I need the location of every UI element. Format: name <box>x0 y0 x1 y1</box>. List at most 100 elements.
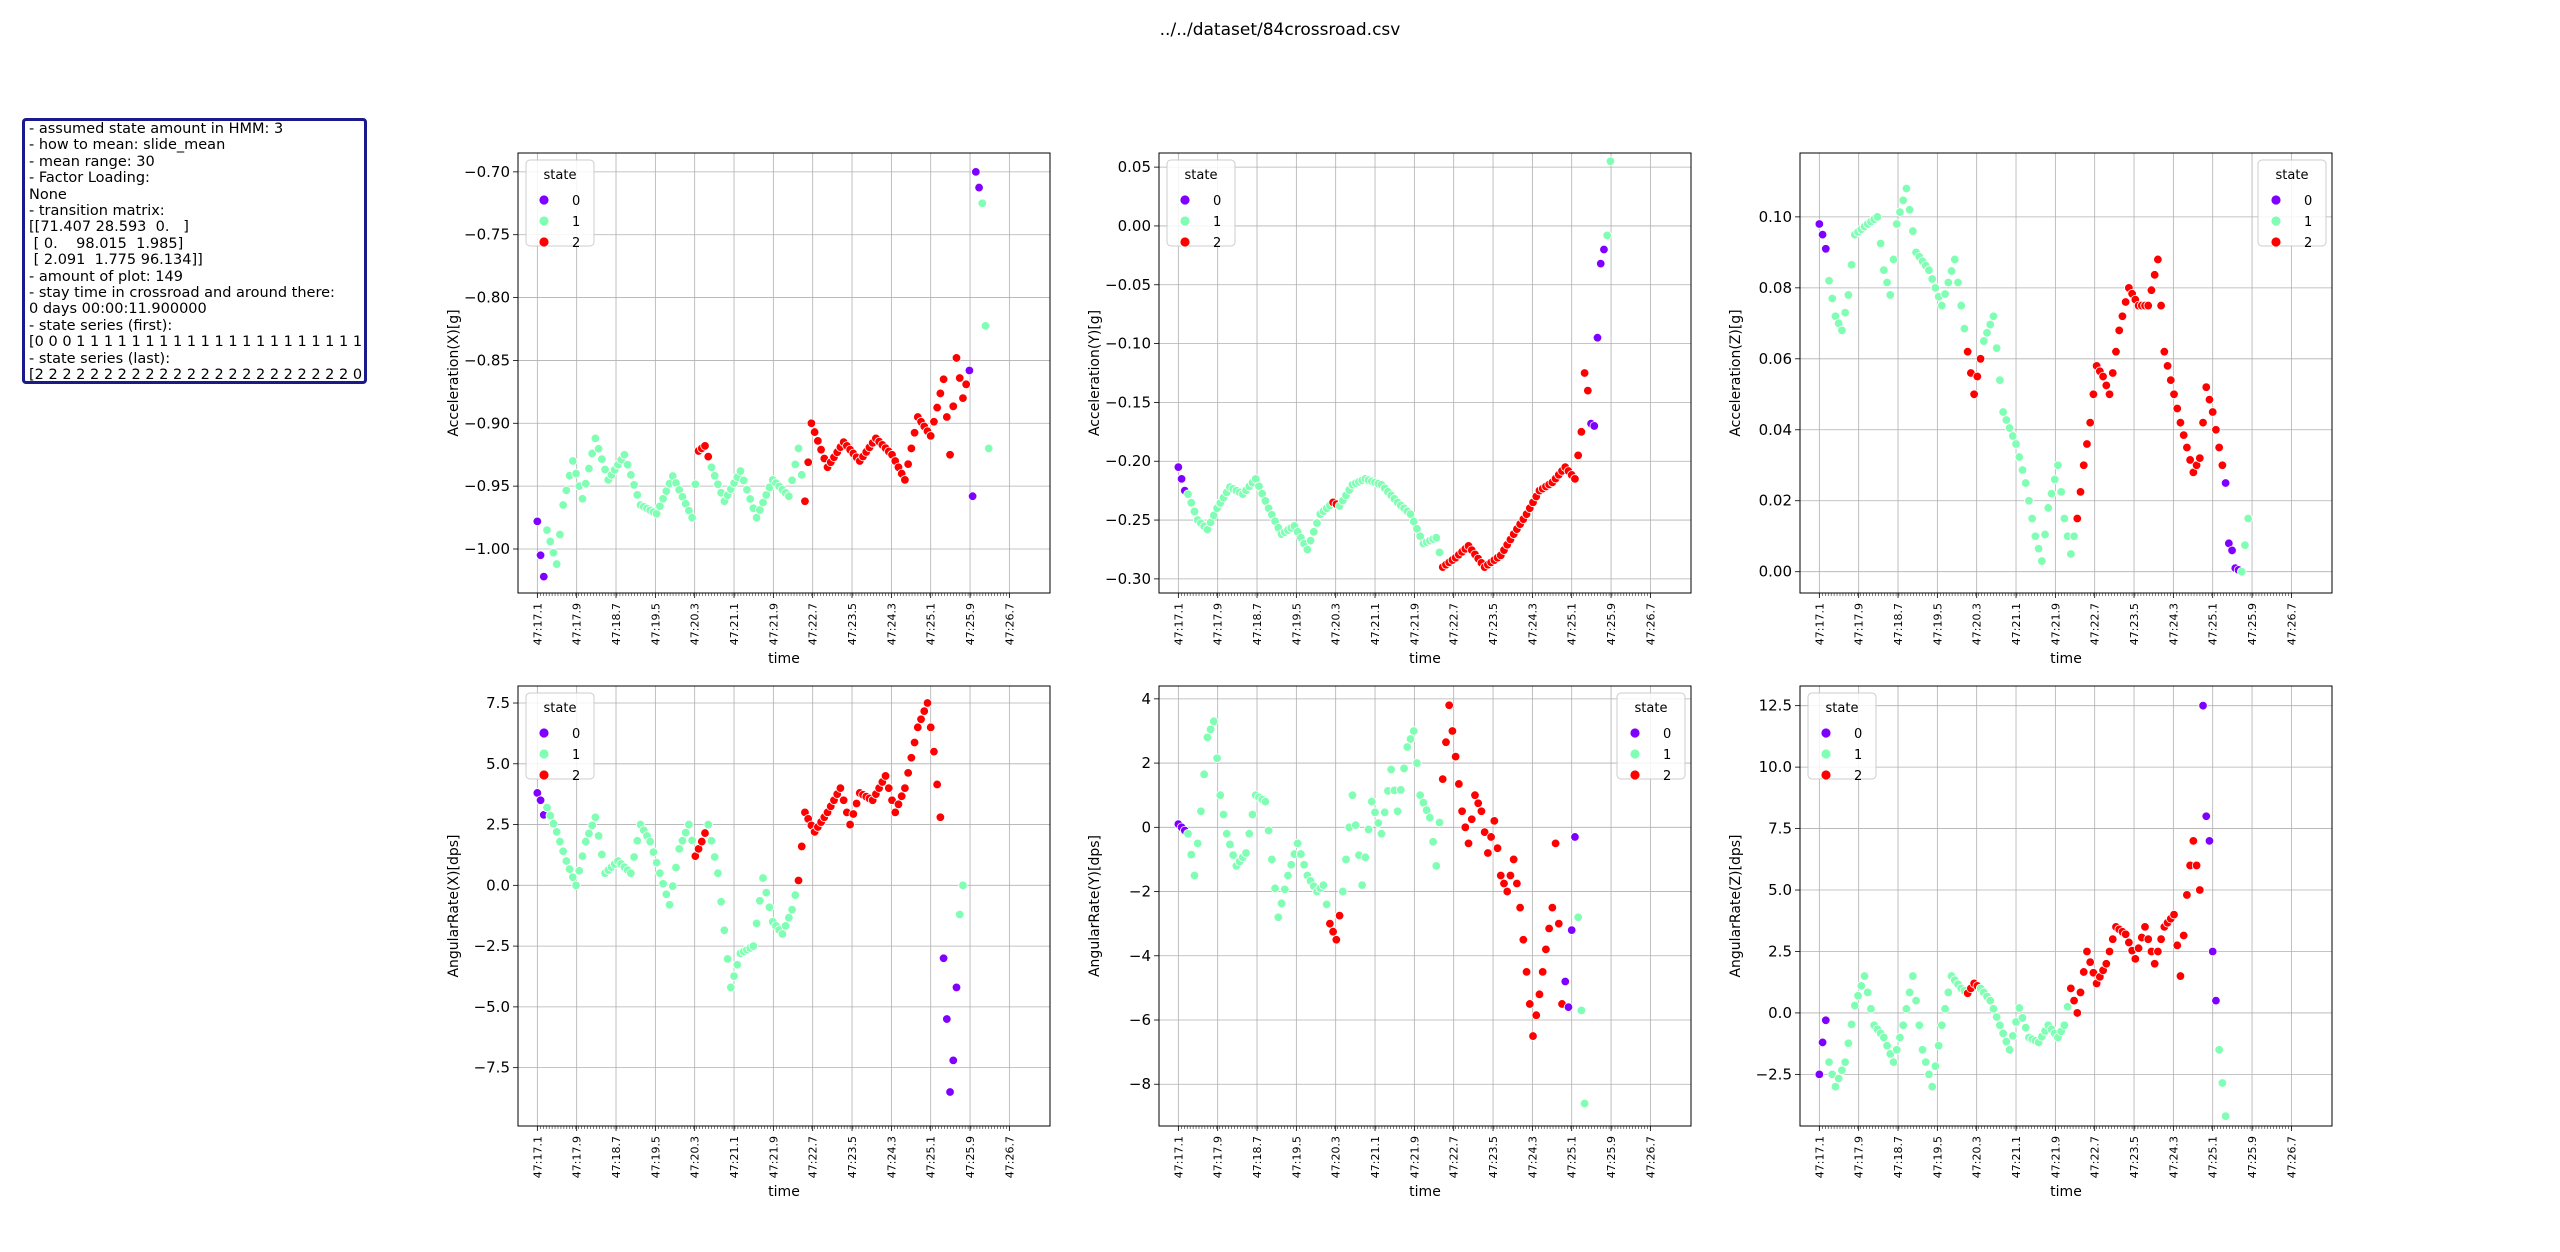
info-line: [0 0 0 1 1 1 1 1 1 1 1 1 1 1 1 1 1 1 1 1… <box>29 334 363 351</box>
data-point-state-2 <box>1441 737 1451 747</box>
chart-panel-6: 47:17.1 47:17.9 47:18.7 47:19.5 47:20.3 47:21… <box>1728 685 2333 1200</box>
legend-marker-state-0 <box>2270 194 2282 206</box>
y-tick-label: −0.80 <box>464 289 510 307</box>
data-point-state-1 <box>1959 323 1970 334</box>
data-point-state-1 <box>713 479 723 489</box>
data-point-state-2 <box>932 779 942 790</box>
data-point-state-1 <box>1846 260 1857 270</box>
legend-marker-state-0 <box>1179 194 1191 206</box>
y-tick-label: −0.05 <box>1105 276 1151 294</box>
legend-label-state-2: 2 <box>1663 769 1671 784</box>
data-point-state-1 <box>626 868 636 878</box>
data-point-state-1 <box>1882 277 1892 288</box>
data-point-state-2 <box>909 428 920 438</box>
y-tick-label: 2.5 <box>1768 942 1792 960</box>
data-point-state-1 <box>1341 854 1351 865</box>
data-point-state-1 <box>2217 1078 2228 1088</box>
data-point-state-1 <box>2024 496 2034 506</box>
data-point-state-1 <box>1228 850 1238 860</box>
legend-marker-state-1 <box>1820 748 1832 760</box>
data-point-state-1 <box>735 466 746 476</box>
x-tick-label: 47:17.9 <box>1212 603 1225 645</box>
data-point-state-0 <box>1814 219 1825 229</box>
data-point-state-1 <box>1579 1098 1590 1109</box>
data-point-state-1 <box>632 836 642 846</box>
data-point-state-1 <box>2004 423 2015 433</box>
y-tick-label: 2.5 <box>486 816 510 834</box>
data-point-state-1 <box>758 873 768 883</box>
x-tick-label: 47:19.5 <box>1931 1136 1944 1178</box>
data-point-state-2 <box>793 875 804 886</box>
data-point-state-2 <box>2149 270 2160 280</box>
data-point-state-2 <box>803 457 813 467</box>
x-tick-label: 47:25.1 <box>1566 1136 1579 1178</box>
y-tick-label: −2.5 <box>1756 1065 1792 1083</box>
data-point-state-1 <box>1933 1041 1944 1051</box>
data-point-state-1 <box>787 904 797 915</box>
legend-label-state-1: 1 <box>1854 748 1862 763</box>
data-point-state-1 <box>1830 1081 1841 1092</box>
data-point-state-1 <box>958 880 968 891</box>
y-tick-label: 4 <box>1141 690 1151 708</box>
data-point-state-1 <box>1222 829 1232 839</box>
data-point-state-1 <box>1392 806 1403 816</box>
data-point-state-1 <box>1898 1020 1908 1030</box>
x-tick-label: 47:24.3 <box>1526 603 1539 645</box>
data-point-state-2 <box>2140 922 2150 932</box>
data-point-state-1 <box>2059 513 2070 524</box>
data-point-state-1 <box>1866 1004 1876 1014</box>
data-point-state-1 <box>2069 531 2079 541</box>
data-point-state-1 <box>1425 812 1435 823</box>
data-point-state-2 <box>2162 361 2173 371</box>
data-point-state-2 <box>2178 430 2189 440</box>
data-point-state-1 <box>651 857 662 868</box>
data-point-state-1 <box>1215 790 1225 800</box>
x-tick-label: 47:24.3 <box>2167 603 2180 645</box>
data-point-state-1 <box>1302 544 1313 555</box>
data-point-state-2 <box>1518 935 1529 945</box>
legend-label-state-2: 2 <box>1213 236 1221 251</box>
data-point-state-2 <box>903 768 913 778</box>
y-tick-label: 0.00 <box>1118 217 1151 235</box>
data-point-state-2 <box>2153 254 2163 265</box>
x-tick-label: 47:22.7 <box>1448 603 1461 645</box>
data-point-state-1 <box>1908 971 1918 981</box>
data-point-state-1 <box>1888 1057 1899 1067</box>
data-point-state-2 <box>1537 967 1548 977</box>
plot-area <box>518 686 1050 1126</box>
data-point-state-2 <box>2178 930 2189 941</box>
legend-label-state-2: 2 <box>1854 769 1862 784</box>
y-tick-label: −1.00 <box>464 540 510 558</box>
data-point-state-1 <box>2053 460 2063 470</box>
data-point-state-1 <box>1917 1045 1928 1055</box>
data-point-state-2 <box>2156 934 2166 944</box>
data-point-state-2 <box>2133 943 2144 953</box>
data-point-state-1 <box>1950 254 1960 265</box>
data-point-state-1 <box>1846 1019 1857 1030</box>
data-point-state-1 <box>1908 226 1918 236</box>
x-tick-label: 47:18.7 <box>1251 603 1264 645</box>
data-point-state-1 <box>1576 1005 1587 1016</box>
y-tick-label: −2 <box>1129 883 1151 901</box>
data-point-state-1 <box>2008 1031 2018 1041</box>
x-tick-label: 47:23.5 <box>1487 1136 1500 1178</box>
data-point-state-0 <box>1570 832 1580 842</box>
data-point-state-1 <box>732 960 742 970</box>
data-point-state-1 <box>600 464 610 475</box>
data-point-state-2 <box>942 412 952 422</box>
data-point-state-2 <box>1325 918 1335 929</box>
data-point-state-1 <box>1985 995 1995 1006</box>
data-point-state-1 <box>1280 884 1290 895</box>
data-point-state-1 <box>1186 849 1196 860</box>
data-point-state-2 <box>2108 934 2118 944</box>
data-point-state-1 <box>1998 407 2008 417</box>
data-point-state-1 <box>706 462 717 472</box>
data-point-state-1 <box>1879 1032 1889 1043</box>
data-point-state-0 <box>1817 229 1828 240</box>
y-tick-label: −0.85 <box>464 351 510 369</box>
data-point-state-2 <box>1975 354 1986 364</box>
data-point-state-1 <box>1840 307 1850 318</box>
info-line: None <box>29 186 67 203</box>
data-point-state-1 <box>1376 829 1387 839</box>
x-tick-label: 47:22.7 <box>807 603 820 645</box>
